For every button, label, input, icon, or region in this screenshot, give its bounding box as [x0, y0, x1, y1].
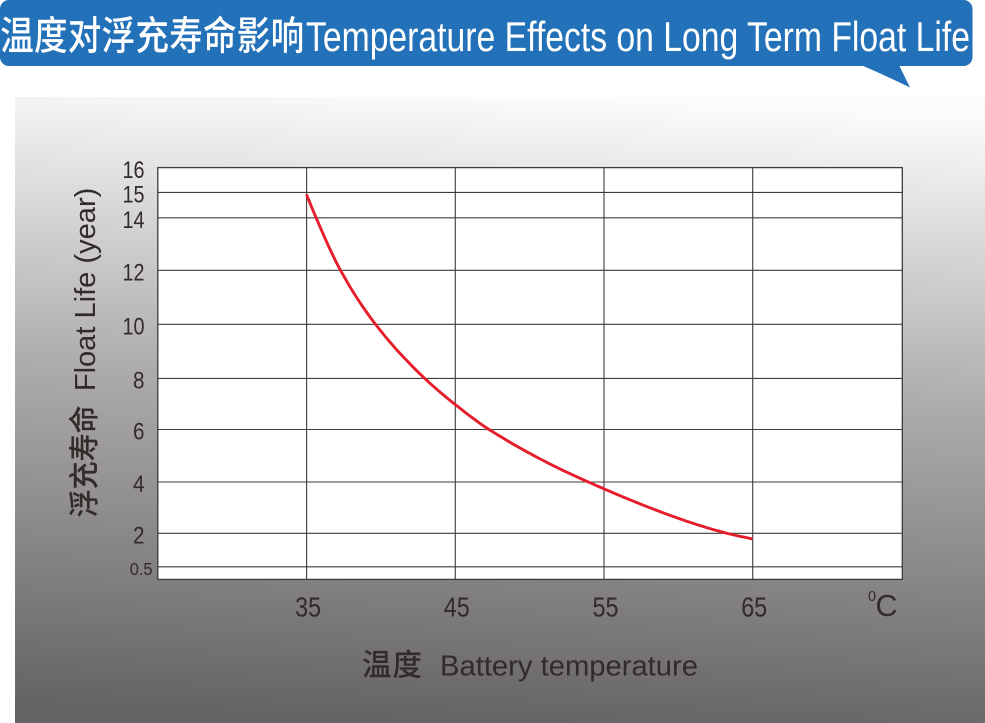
- svg-text:6: 6: [133, 419, 145, 446]
- svg-text:12: 12: [123, 260, 145, 287]
- svg-text:4: 4: [133, 471, 145, 498]
- svg-text:55: 55: [593, 592, 619, 623]
- svg-text:35: 35: [295, 592, 321, 623]
- svg-text:8: 8: [133, 368, 145, 395]
- svg-text:Temperature Effects on Long Te: Temperature Effects on Long Term Float L…: [306, 13, 970, 60]
- svg-text:16: 16: [123, 157, 145, 184]
- svg-text:10: 10: [123, 314, 145, 341]
- svg-text:0: 0: [868, 589, 876, 605]
- svg-text:Battery temperature: Battery temperature: [440, 651, 698, 683]
- svg-text:0.5: 0.5: [130, 559, 153, 579]
- svg-text:14: 14: [123, 207, 145, 234]
- svg-text:Float Life (year): Float Life (year): [70, 188, 102, 392]
- svg-text:45: 45: [444, 592, 470, 623]
- svg-text:2: 2: [133, 523, 145, 550]
- svg-text:65: 65: [741, 592, 767, 623]
- svg-text:C: C: [876, 589, 898, 623]
- svg-text:15: 15: [123, 182, 145, 209]
